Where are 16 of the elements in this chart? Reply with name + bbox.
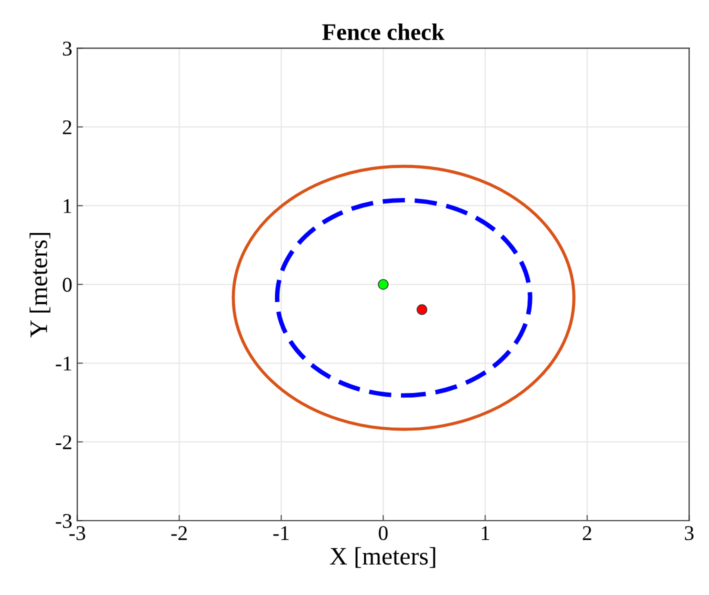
- y-tick-label: -1: [56, 356, 72, 370]
- x-tick-label: 3: [684, 526, 694, 540]
- y-tick-label: 3: [63, 42, 72, 56]
- x-axis-title: X [meters]: [330, 547, 436, 568]
- x-tick-label: -2: [171, 526, 187, 540]
- chart-title: Fence check: [322, 23, 444, 40]
- x-tick-label: 2: [582, 526, 592, 540]
- y-tick-label: 1: [64, 199, 72, 213]
- x-tick-label: -1: [273, 526, 289, 540]
- y-tick-label: -2: [56, 435, 72, 450]
- x-tick-label: 0: [378, 526, 388, 540]
- y-tick-label: -3: [56, 514, 72, 528]
- y-tick-label: 0: [62, 278, 72, 292]
- y-tick-label: 2: [62, 120, 72, 134]
- y-axis-title: Y [meters]: [30, 232, 50, 338]
- x-tick-label: 1: [482, 526, 490, 540]
